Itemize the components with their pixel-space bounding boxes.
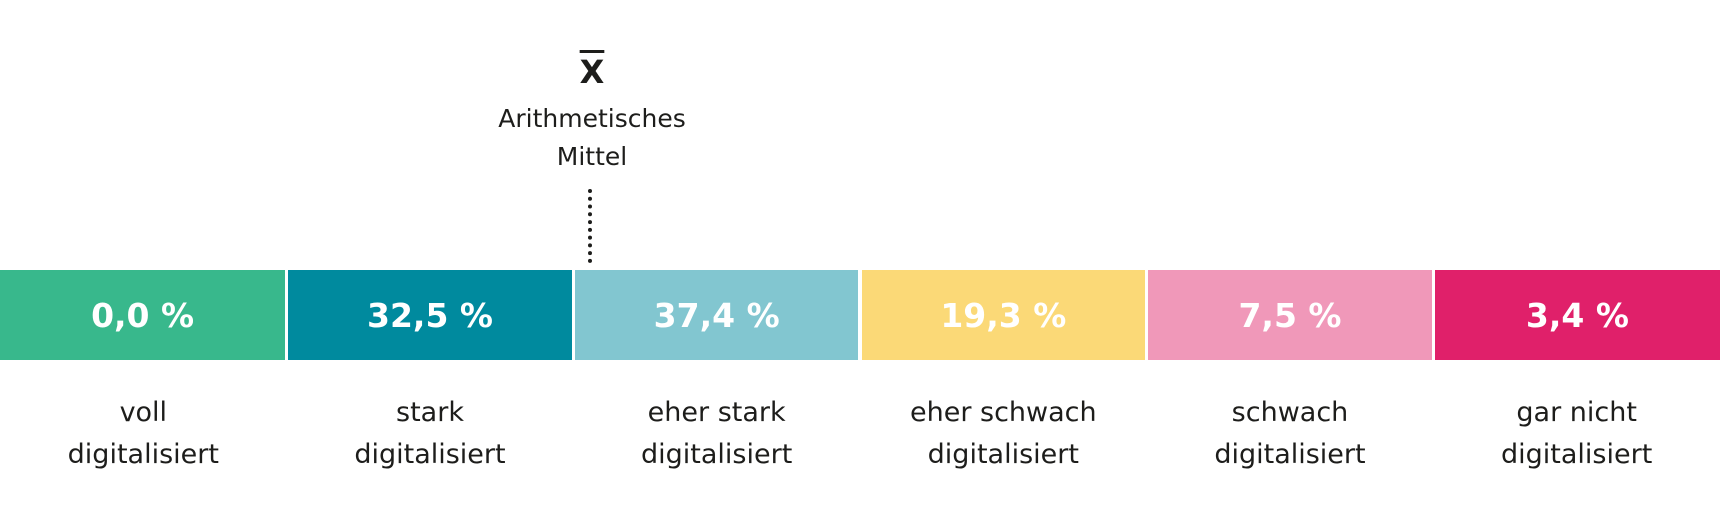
- mean-label: Arithmetisches Mittel: [492, 100, 692, 176]
- category-label: gar nicht digitalisiert: [1433, 392, 1720, 476]
- category-label: voll digitalisiert: [0, 392, 287, 476]
- bar-segment: 19,3 %: [861, 270, 1146, 360]
- mean-marker-line: [588, 189, 592, 263]
- mean-label-line-2: Mittel: [556, 142, 628, 171]
- category-label-line: digitalisiert: [354, 439, 506, 470]
- bar-segment: 7,5 %: [1148, 270, 1432, 360]
- category-label-line: stark: [396, 397, 464, 428]
- category-label: stark digitalisiert: [287, 392, 574, 476]
- value-label: 0,0 %: [91, 295, 195, 335]
- category-label-line: gar nicht: [1516, 397, 1637, 428]
- bar-segment: 0,0 %: [0, 270, 286, 360]
- category-strip: 0,0 % 32,5 % 37,4 % 19,3 % 7,5 % 3,4 %: [0, 270, 1720, 360]
- bar-segment: 3,4 %: [1434, 270, 1720, 360]
- bar-segment: 37,4 %: [574, 270, 859, 360]
- category-label-line: digitalisiert: [641, 439, 793, 470]
- category-label-line: schwach: [1231, 397, 1349, 428]
- category-label: eher schwach digitalisiert: [860, 392, 1147, 476]
- category-label-line: digitalisiert: [67, 439, 219, 470]
- value-label: 37,4 %: [653, 295, 780, 335]
- bar-segment: 32,5 %: [288, 270, 572, 360]
- value-label: 3,4 %: [1525, 295, 1629, 335]
- category-label: eher stark digitalisiert: [573, 392, 860, 476]
- mean-label-line-1: Arithmetisches: [498, 104, 686, 133]
- value-label: 19,3 %: [940, 295, 1067, 335]
- category-label-line: eher stark: [647, 397, 786, 428]
- category-label-line: eher schwach: [910, 397, 1097, 428]
- category-label-line: voll: [119, 397, 168, 428]
- category-label-line: digitalisiert: [1214, 439, 1366, 470]
- category-label-line: digitalisiert: [927, 439, 1079, 470]
- mean-symbol: X: [579, 53, 605, 91]
- value-label: 7,5 %: [1238, 295, 1342, 335]
- category-label: schwach digitalisiert: [1147, 392, 1434, 476]
- value-label: 32,5 %: [366, 295, 493, 335]
- category-label-line: digitalisiert: [1501, 439, 1653, 470]
